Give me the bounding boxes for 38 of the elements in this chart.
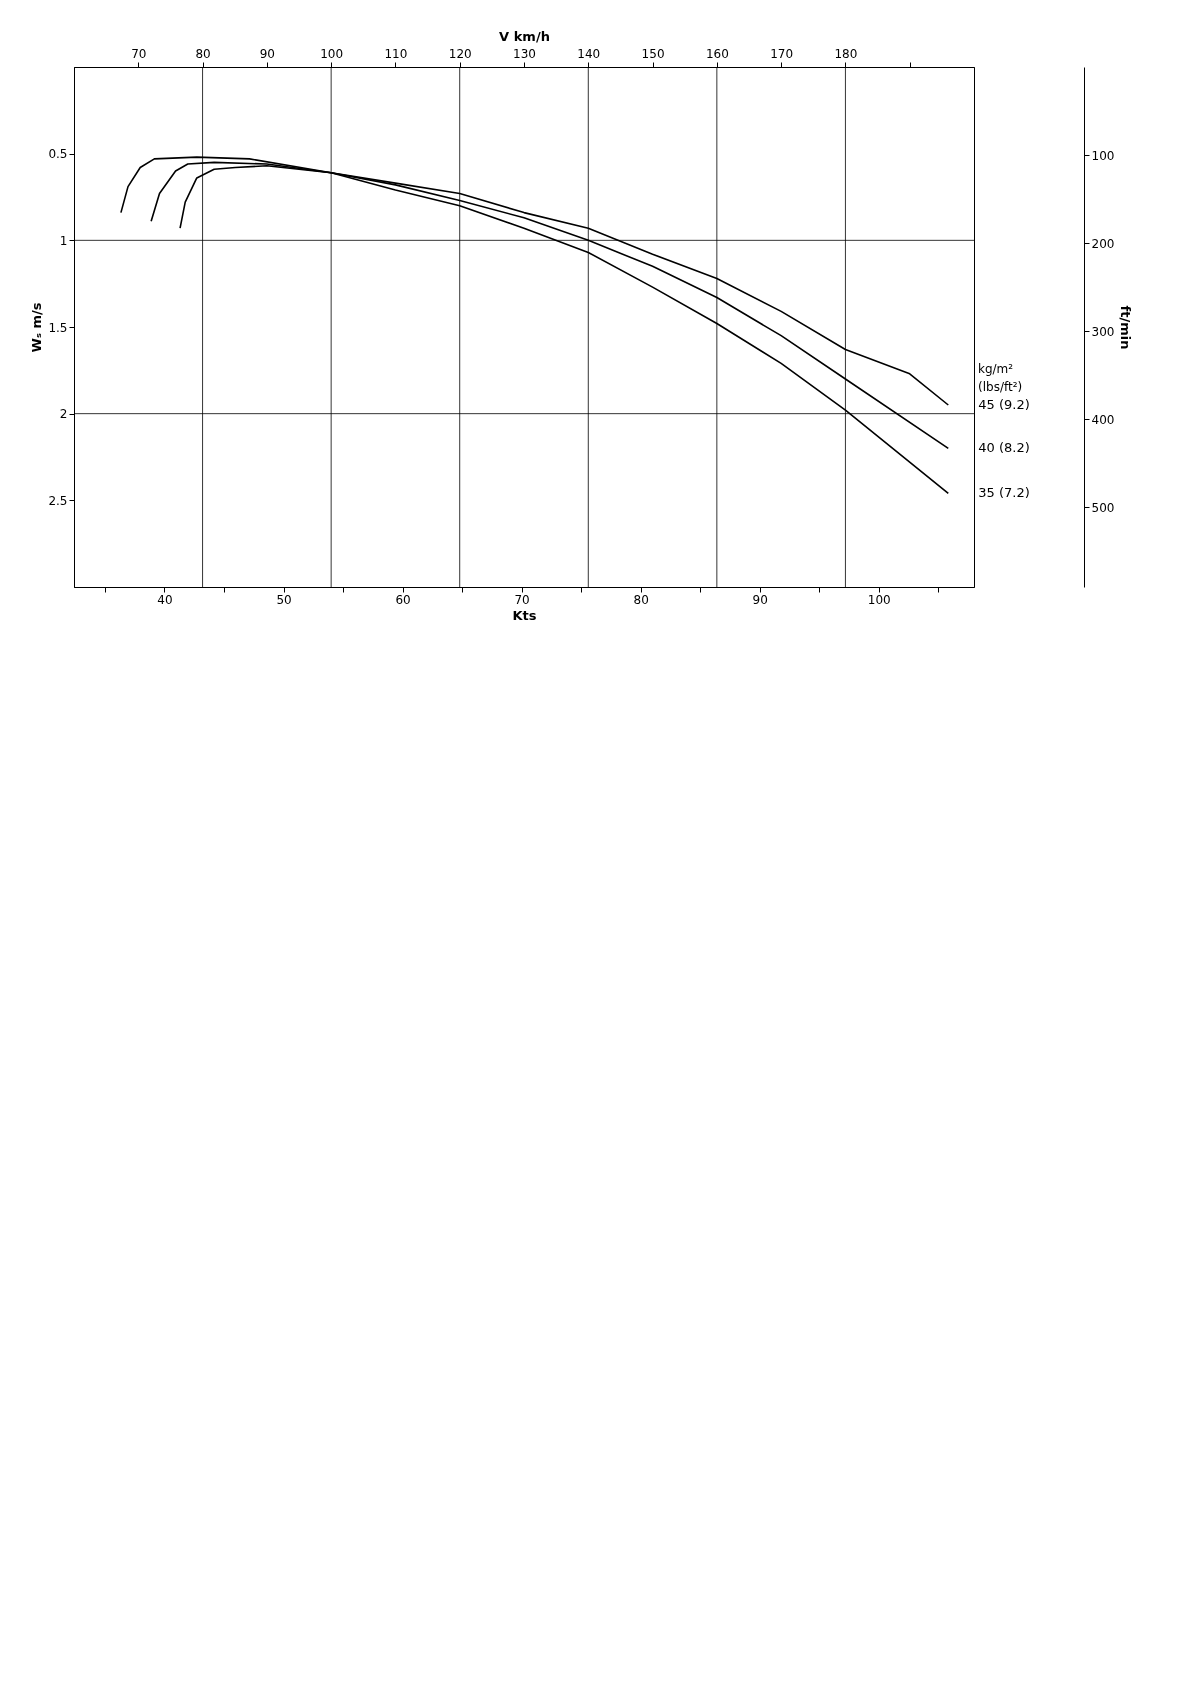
x2-tick-label: 40: [157, 592, 173, 607]
x-tick-label: 170: [770, 46, 794, 61]
x-tick-label: 160: [705, 46, 729, 61]
x2-axis-title: Kts: [512, 607, 537, 623]
y-tick-label: 1.5: [48, 320, 68, 335]
x-tick-label: 110: [384, 46, 408, 61]
x-tick-label: 150: [641, 46, 665, 61]
y-tick-label: 2: [59, 407, 68, 422]
x2-tick-label: 90: [752, 592, 768, 607]
text: 40 (8.2): [978, 440, 1030, 456]
x2-tick-label: 60: [395, 592, 411, 607]
text: 35 (7.2): [978, 485, 1030, 501]
y-tick-label: 0.5: [48, 147, 68, 162]
y2-tick-label: 400: [1091, 412, 1115, 427]
x-tick-label: 130: [513, 46, 536, 61]
x-tick-label: 180: [834, 46, 858, 61]
x-tick-label: 90: [259, 46, 275, 61]
y-tick-label: 2.5: [48, 493, 68, 508]
x-tick-label: 100: [320, 46, 344, 61]
y2-tick-label: 200: [1091, 236, 1115, 251]
x-tick-label: 80: [195, 46, 211, 61]
text: 45 (9.2): [978, 397, 1030, 412]
y2-tick-label: 300: [1091, 324, 1115, 339]
y-tick-label: 1: [59, 233, 68, 248]
x2-tick-label: 100: [867, 592, 891, 607]
text: (lbs/ft²): [978, 380, 1023, 394]
x2-tick-label: 50: [276, 592, 292, 607]
text: kg/m²: [978, 362, 1014, 376]
y2-axis-title: ft/min: [1118, 305, 1134, 350]
y2-tick-label: 500: [1091, 500, 1115, 515]
x-tick-label: 70: [131, 46, 147, 61]
x-tick-label: 120: [448, 46, 472, 61]
x-tick-label: 140: [577, 46, 601, 61]
y2-tick-label: 100: [1091, 148, 1115, 163]
x2-tick-label: 80: [633, 592, 649, 607]
y-axis-title: Wₛ m/s: [29, 302, 45, 353]
x2-tick-label: 70: [514, 592, 530, 607]
x-axis-title: V km/h: [499, 28, 550, 44]
